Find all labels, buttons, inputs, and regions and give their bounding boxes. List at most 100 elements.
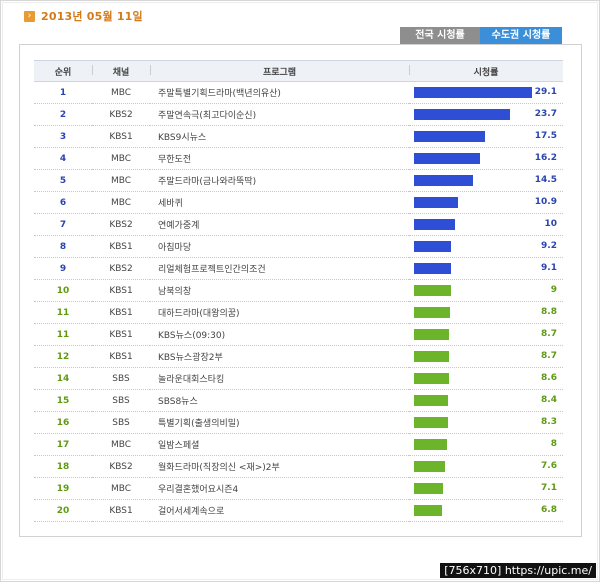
program-cell: 무한도전: [150, 147, 409, 170]
rating-value: 8.3: [541, 417, 557, 427]
rating-value: 8.7: [541, 351, 557, 361]
table-row: 18 KBS2 월화드라마(직장의신 <재>)2부 7.6: [34, 455, 563, 478]
rank-cell: 11: [34, 301, 92, 324]
header-program: 프로그램: [150, 60, 409, 82]
table-row: 12 KBS1 KBS뉴스광장2부 8.7: [34, 345, 563, 368]
rating-cell: 8.8: [409, 301, 563, 324]
table-row: 4 MBC 무한도전 16.2: [34, 147, 563, 170]
rating-bar: [414, 395, 448, 406]
channel-cell: KBS2: [92, 213, 150, 236]
program-cell: KBS뉴스(09:30): [150, 323, 409, 346]
rank-cell: 18: [34, 455, 92, 478]
rating-bar: [414, 197, 458, 208]
rank-cell: 7: [34, 213, 92, 236]
program-cell: 대하드라마(대왕의꿈): [150, 301, 409, 324]
rank-cell: 15: [34, 389, 92, 412]
rating-bar: [414, 241, 451, 252]
rating-bar: [414, 351, 449, 362]
rating-value: 7.6: [541, 461, 557, 471]
table-row: 3 KBS1 KBS9시뉴스 17.5: [34, 125, 563, 148]
rating-cell: 9: [409, 279, 563, 302]
program-cell: KBS9시뉴스: [150, 125, 409, 148]
rank-cell: 12: [34, 345, 92, 368]
rating-value: 23.7: [534, 109, 557, 119]
program-cell: KBS뉴스광장2부: [150, 345, 409, 368]
rating-value: 8.6: [541, 373, 557, 383]
channel-cell: KBS1: [92, 279, 150, 302]
tab-national-rating[interactable]: 전국 시청률: [400, 27, 480, 44]
rating-value: 9.2: [541, 241, 557, 251]
channel-cell: KBS2: [92, 455, 150, 478]
rating-value: 9: [550, 285, 557, 295]
rating-value: 16.2: [534, 153, 557, 163]
channel-cell: KBS1: [92, 125, 150, 148]
table-row: 1 MBC 주말특별기획드라마(백년의유산) 29.1: [34, 81, 563, 104]
channel-cell: KBS2: [92, 257, 150, 280]
rating-value: 8.8: [541, 307, 557, 317]
table-row: 19 MBC 우리결혼했어요시즌4 7.1: [34, 477, 563, 500]
rank-cell: 16: [34, 411, 92, 434]
table-row: 7 KBS2 연예가중계 10: [34, 213, 563, 236]
table-row: 2 KBS2 주말연속극(최고다이순신) 23.7: [34, 103, 563, 126]
rank-cell: 3: [34, 125, 92, 148]
rating-value: 8.4: [541, 395, 557, 405]
channel-cell: SBS: [92, 389, 150, 412]
rating-bar: [414, 131, 485, 142]
channel-cell: MBC: [92, 433, 150, 456]
table-header-row: 순위 채널 프로그램 시청률: [34, 60, 563, 82]
channel-cell: KBS1: [92, 235, 150, 258]
rating-cell: 8.6: [409, 367, 563, 390]
rank-cell: 5: [34, 169, 92, 192]
rating-cell: 10.9: [409, 191, 563, 214]
rank-cell: 14: [34, 367, 92, 390]
header-channel: 채널: [92, 60, 150, 82]
table-row: 17 MBC 일밤스페셜 8: [34, 433, 563, 456]
rating-value: 9.1: [541, 263, 557, 273]
rating-bar: [414, 373, 449, 384]
watermark: [756x710] https://upic.me/: [440, 563, 596, 578]
tab-capital-rating[interactable]: 수도권 시청률: [480, 27, 562, 44]
program-cell: 세바퀴: [150, 191, 409, 214]
rating-cell: 10: [409, 213, 563, 236]
rating-bar: [414, 87, 532, 98]
channel-cell: KBS1: [92, 323, 150, 346]
rank-cell: 8: [34, 235, 92, 258]
channel-cell: MBC: [92, 477, 150, 500]
channel-cell: MBC: [92, 81, 150, 104]
rating-cell: 16.2: [409, 147, 563, 170]
rank-cell: 6: [34, 191, 92, 214]
rating-cell: 7.1: [409, 477, 563, 500]
rating-bar: [414, 219, 455, 230]
date-header: › 2013년 05월 11일: [24, 9, 143, 23]
rank-cell: 4: [34, 147, 92, 170]
rating-value: 10: [544, 219, 557, 229]
arrow-right-icon: ›: [24, 10, 35, 22]
rating-cell: 29.1: [409, 81, 563, 104]
table-row: 15 SBS SBS8뉴스 8.4: [34, 389, 563, 412]
table-row: 10 KBS1 남북의창 9: [34, 279, 563, 302]
rating-cell: 8.7: [409, 323, 563, 346]
channel-cell: MBC: [92, 147, 150, 170]
program-cell: 주말연속극(최고다이순신): [150, 103, 409, 126]
rating-bar: [414, 329, 449, 340]
program-cell: 특별기획(출생의비밀): [150, 411, 409, 434]
table-row: 8 KBS1 아침마당 9.2: [34, 235, 563, 258]
rating-cell: 8.4: [409, 389, 563, 412]
ratings-panel: 순위 채널 프로그램 시청률 1 MBC 주말특별기획드라마(백년의유산) 29.1 2…: [19, 44, 582, 537]
rating-cell: 23.7: [409, 103, 563, 126]
program-cell: 우리결혼했어요시즌4: [150, 477, 409, 500]
rating-bar: [414, 263, 451, 274]
rank-cell: 10: [34, 279, 92, 302]
channel-cell: KBS1: [92, 345, 150, 368]
region-tabs: 전국 시청률 수도권 시청률: [400, 27, 562, 44]
channel-cell: SBS: [92, 367, 150, 390]
rating-value: 17.5: [534, 131, 557, 141]
rating-value: 29.1: [534, 87, 557, 97]
channel-cell: MBC: [92, 191, 150, 214]
rating-value: 14.5: [534, 175, 557, 185]
ratings-table: 순위 채널 프로그램 시청률 1 MBC 주말특별기획드라마(백년의유산) 29.1 2…: [34, 60, 563, 522]
rating-cell: 8: [409, 433, 563, 456]
rank-cell: 2: [34, 103, 92, 126]
rating-bar: [414, 505, 442, 516]
channel-cell: SBS: [92, 411, 150, 434]
